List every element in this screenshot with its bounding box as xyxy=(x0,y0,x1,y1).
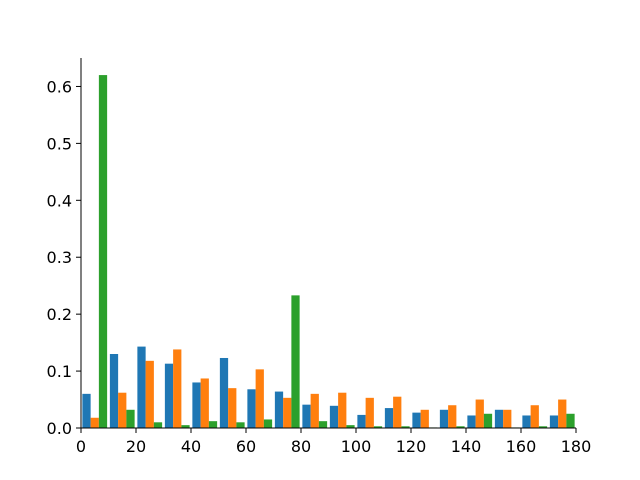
bar xyxy=(274,391,284,428)
bar xyxy=(153,422,163,428)
bar xyxy=(338,392,347,428)
bar xyxy=(373,426,383,428)
x-tick-label: 20 xyxy=(126,437,146,456)
bar xyxy=(494,409,504,428)
bar xyxy=(357,414,366,428)
y-tick-label: 0.3 xyxy=(47,248,72,267)
bar xyxy=(291,295,300,428)
bar xyxy=(522,415,531,428)
bar xyxy=(456,426,465,428)
y-tick-label: 0.4 xyxy=(47,191,72,210)
x-tick-label: 60 xyxy=(236,437,256,456)
bar xyxy=(200,378,209,428)
bar xyxy=(401,426,410,428)
bar xyxy=(530,405,539,428)
bar xyxy=(164,363,174,428)
bar xyxy=(173,349,182,428)
bar xyxy=(208,421,218,428)
bar xyxy=(90,417,99,428)
bar xyxy=(483,413,493,428)
bar xyxy=(109,354,119,428)
y-tick-label: 0.6 xyxy=(47,77,72,96)
x-tick-label: 120 xyxy=(396,437,427,456)
bar xyxy=(263,419,273,428)
bar xyxy=(302,404,311,428)
bar xyxy=(228,388,237,428)
bar xyxy=(145,360,154,428)
bar xyxy=(255,369,264,428)
bar xyxy=(192,382,201,428)
bar xyxy=(283,397,292,428)
bar xyxy=(412,412,421,428)
bar xyxy=(503,409,512,428)
bar xyxy=(118,392,127,428)
bar xyxy=(420,409,429,428)
y-tick-label: 0.5 xyxy=(47,134,72,153)
y-tick-label: 0.2 xyxy=(47,305,72,324)
bar xyxy=(475,399,484,428)
bar xyxy=(384,408,394,428)
bar xyxy=(448,405,457,428)
x-tick-label: 180 xyxy=(561,437,592,456)
bar xyxy=(137,346,146,428)
x-tick-label: 40 xyxy=(181,437,201,456)
bar xyxy=(98,75,108,429)
bar xyxy=(329,405,339,428)
bar xyxy=(247,389,256,428)
bar xyxy=(439,409,449,428)
bar xyxy=(126,409,135,428)
bar xyxy=(467,415,476,428)
bar xyxy=(82,393,91,428)
bar xyxy=(318,421,328,428)
bar xyxy=(558,399,567,428)
y-tick-label: 0.0 xyxy=(47,419,72,438)
bar xyxy=(310,393,319,428)
bar xyxy=(236,422,245,428)
x-tick-label: 80 xyxy=(291,437,311,456)
bar xyxy=(181,425,190,428)
bar xyxy=(549,415,559,428)
x-tick-label: 160 xyxy=(506,437,537,456)
x-tick-label: 140 xyxy=(451,437,482,456)
bar xyxy=(566,413,575,428)
bar xyxy=(365,397,374,428)
x-tick-label: 0 xyxy=(76,437,86,456)
x-tick-label: 100 xyxy=(341,437,372,456)
y-tick-label: 0.1 xyxy=(47,362,72,381)
bar xyxy=(393,396,402,428)
bar xyxy=(346,425,355,428)
bar xyxy=(219,357,229,428)
bar xyxy=(538,426,548,428)
